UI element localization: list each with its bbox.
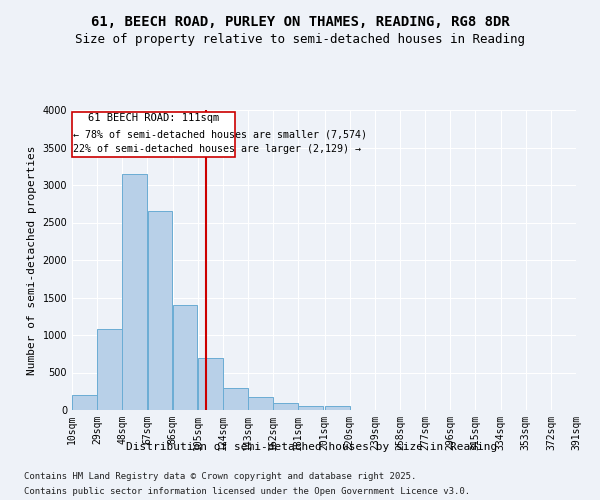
Text: Size of property relative to semi-detached houses in Reading: Size of property relative to semi-detach… bbox=[75, 32, 525, 46]
FancyBboxPatch shape bbox=[72, 112, 235, 156]
Text: Distribution of semi-detached houses by size in Reading: Distribution of semi-detached houses by … bbox=[127, 442, 497, 452]
Bar bbox=[198, 358, 223, 410]
Bar bbox=[298, 406, 323, 410]
Bar bbox=[173, 305, 197, 410]
Bar bbox=[223, 388, 248, 410]
Text: Contains public sector information licensed under the Open Government Licence v3: Contains public sector information licen… bbox=[24, 487, 470, 496]
Text: 22% of semi-detached houses are larger (2,129) →: 22% of semi-detached houses are larger (… bbox=[73, 144, 361, 154]
Bar bbox=[248, 397, 273, 410]
Text: Contains HM Land Registry data © Crown copyright and database right 2025.: Contains HM Land Registry data © Crown c… bbox=[24, 472, 416, 481]
Bar bbox=[273, 402, 298, 410]
Text: ← 78% of semi-detached houses are smaller (7,574): ← 78% of semi-detached houses are smalle… bbox=[73, 130, 367, 140]
Y-axis label: Number of semi-detached properties: Number of semi-detached properties bbox=[27, 145, 37, 375]
Text: 61 BEECH ROAD: 111sqm: 61 BEECH ROAD: 111sqm bbox=[88, 113, 219, 123]
Text: 61, BEECH ROAD, PURLEY ON THAMES, READING, RG8 8DR: 61, BEECH ROAD, PURLEY ON THAMES, READIN… bbox=[91, 15, 509, 29]
Bar bbox=[72, 395, 97, 410]
Bar bbox=[122, 174, 147, 410]
Bar bbox=[325, 406, 350, 410]
Bar bbox=[97, 330, 122, 410]
Bar bbox=[148, 211, 172, 410]
